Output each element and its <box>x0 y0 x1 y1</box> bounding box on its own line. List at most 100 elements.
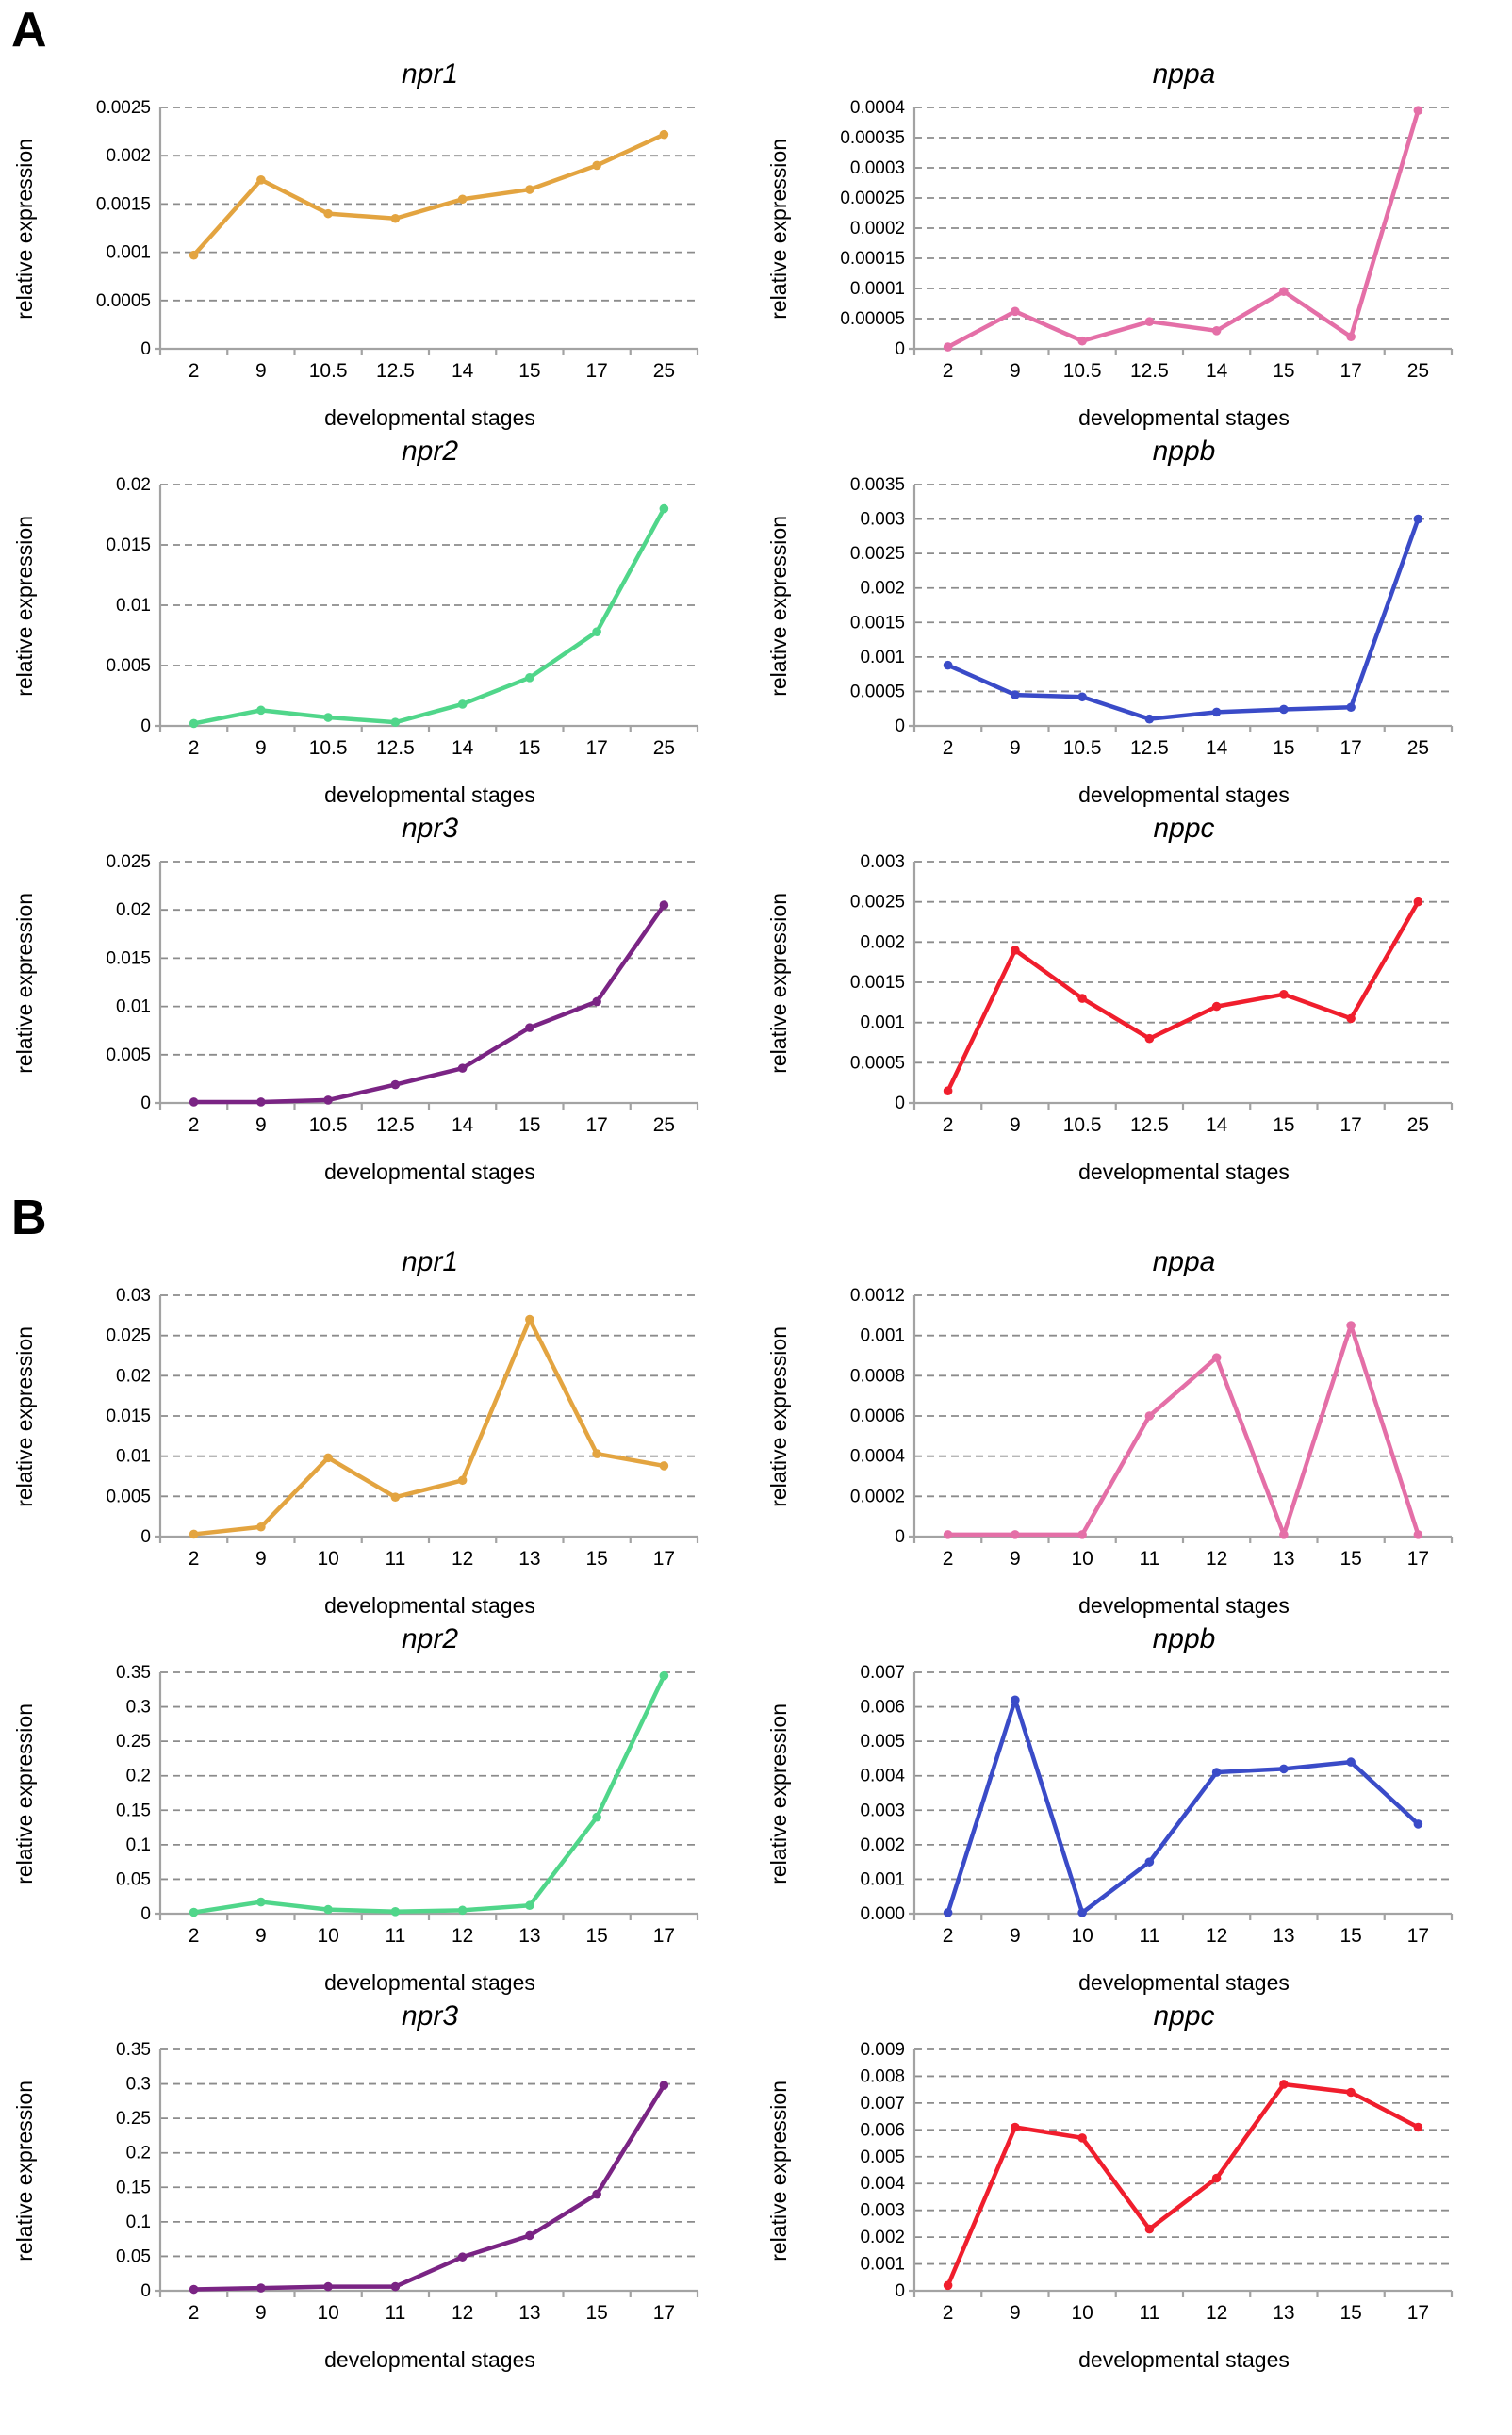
line-series <box>191 1317 666 1537</box>
line-series <box>191 132 666 257</box>
data-point <box>943 342 953 352</box>
y-tick-label: 0.01 <box>116 1447 151 1467</box>
chart-b-npr2: npr2 relative expression 0 0.05 0.1 0.15 0.2… <box>4 1621 750 1999</box>
chart-a-npr1: npr1 relative expression 0 0.0005 0.001 0.0… <box>4 57 750 434</box>
x-tick-label: 11 <box>385 1548 405 1570</box>
y-axis-label-wrap: relative expression <box>4 92 45 366</box>
y-tick-label: 0.05 <box>116 1869 151 1889</box>
x-tick-label: 9 <box>255 737 267 759</box>
x-tick-label: 17 <box>653 1925 675 1947</box>
panel-b-charts-grid: npr1 relative expression 0 0.005 0.01 0.015… <box>0 1244 1512 2376</box>
y-tick-label: 0.001 <box>860 1013 905 1033</box>
y-tick-label: 0.02 <box>116 900 151 920</box>
line-series <box>945 2081 1421 2288</box>
y-tick-label: 0.0006 <box>850 1407 905 1426</box>
data-point <box>1211 2173 1222 2183</box>
y-tick-label: 0 <box>895 339 905 359</box>
data-point <box>189 1907 199 1917</box>
y-tick-label: 0.1 <box>126 1835 151 1855</box>
y-tick-label: 0 <box>140 1904 151 1924</box>
x-tick-label: 2 <box>189 2302 200 2324</box>
y-tick-label: 0.001 <box>860 648 905 667</box>
data-point <box>1011 690 1020 699</box>
data-point <box>592 1812 601 1822</box>
x-tick-label: 9 <box>255 1114 267 1136</box>
x-tick-label: 15 <box>585 1925 607 1947</box>
data-point <box>1211 707 1222 717</box>
y-axis-label-wrap: relative expression <box>4 469 45 743</box>
chart-title: npr1 <box>401 1246 459 1277</box>
data-point <box>457 699 468 709</box>
data-point <box>1413 897 1423 907</box>
x-tick-label: 15 <box>1273 360 1294 382</box>
y-tick-label: 0.00035 <box>840 128 905 148</box>
x-tick-label: 9 <box>255 360 267 382</box>
x-tick-label: 12.5 <box>1130 360 1169 382</box>
x-tick-label: 9 <box>1010 1548 1021 1570</box>
y-tick-label: 0.015 <box>106 535 151 555</box>
chart-b-nppb: nppb relative expression 0.000 0.001 0.002… <box>758 1621 1504 1999</box>
x-tick-label: 2 <box>189 360 200 382</box>
data-point <box>1077 1908 1087 1917</box>
y-tick-label: 0.004 <box>860 1767 905 1786</box>
x-tick-label: 25 <box>1407 360 1429 382</box>
x-tick-label: 12 <box>1206 1548 1227 1570</box>
data-point <box>943 1086 953 1095</box>
y-tick-label: 0.00005 <box>840 309 905 329</box>
x-tick-label: 17 <box>1407 2302 1429 2324</box>
y-tick-label: 0.005 <box>106 1045 151 1065</box>
y-axis-label: relative expression <box>765 1703 791 1884</box>
data-point <box>189 250 199 260</box>
x-axis-label: developmental stages <box>324 782 535 807</box>
data-point <box>1144 1411 1155 1421</box>
data-point <box>1211 1001 1222 1012</box>
x-tick-label: 12 <box>452 2302 473 2324</box>
y-tick-label: 0.009 <box>860 2040 905 2060</box>
data-point <box>390 1907 401 1917</box>
data-point <box>1011 306 1020 317</box>
data-point <box>659 1670 669 1681</box>
x-tick-label: 17 <box>1407 1925 1429 1947</box>
y-tick-label: 0.008 <box>860 2066 905 2086</box>
x-tick-label: 15 <box>585 2302 607 2324</box>
data-point <box>457 1063 468 1073</box>
data-point <box>1144 714 1155 724</box>
plot-area: 0 0.001 0.002 0.003 0.004 0.005 0.006 0.007 0.00… <box>860 2040 1454 2324</box>
data-point <box>189 1529 199 1539</box>
x-tick-label: 10.5 <box>1063 1114 1102 1136</box>
y-axis-label-wrap: relative expression <box>758 1657 799 1931</box>
x-tick-label: 10.5 <box>1063 737 1102 759</box>
x-tick-label: 12 <box>452 1548 473 1570</box>
data-point <box>1144 1857 1155 1867</box>
y-tick-label: 0.0002 <box>850 219 905 239</box>
x-tick-label: 11 <box>1139 2302 1159 2324</box>
data-point <box>1211 326 1222 336</box>
data-point <box>323 1095 333 1105</box>
x-tick-label: 12.5 <box>376 737 415 759</box>
data-point <box>189 718 199 729</box>
x-tick-label: 9 <box>1010 1114 1021 1136</box>
y-tick-label: 0.1 <box>126 2213 151 2232</box>
y-tick-label: 0.006 <box>860 1698 905 1718</box>
y-axis-label-wrap: relative expression <box>758 92 799 366</box>
chart-title: npr2 <box>401 1623 459 1654</box>
x-tick-label: 17 <box>585 737 607 759</box>
x-axis-label: developmental stages <box>324 1160 535 1184</box>
line-series <box>945 107 1421 350</box>
data-point <box>390 1492 401 1502</box>
chart-title: nppa <box>1152 1246 1216 1277</box>
y-tick-label: 0.00015 <box>840 249 905 269</box>
x-tick-label: 15 <box>1339 1548 1361 1570</box>
data-point <box>323 2281 333 2292</box>
y-tick-label: 0 <box>140 1527 151 1547</box>
y-tick-label: 0.007 <box>860 2094 905 2114</box>
line-series <box>191 506 666 726</box>
plot-area: 0.000 0.001 0.002 0.003 0.004 0.005 0.006 0.007… <box>860 1663 1454 1947</box>
data-point <box>1077 2133 1087 2143</box>
x-tick-label: 17 <box>653 2302 675 2324</box>
y-axis-label: relative expression <box>11 1326 37 1507</box>
plot-area: 0 0.005 0.01 0.015 0.02 0.025 2 9 10.5 12.5 14 15 17… <box>106 852 699 1136</box>
x-tick-label: 17 <box>1339 360 1361 382</box>
y-tick-label: 0.003 <box>860 510 905 530</box>
y-tick-label: 0.35 <box>116 1663 151 1683</box>
